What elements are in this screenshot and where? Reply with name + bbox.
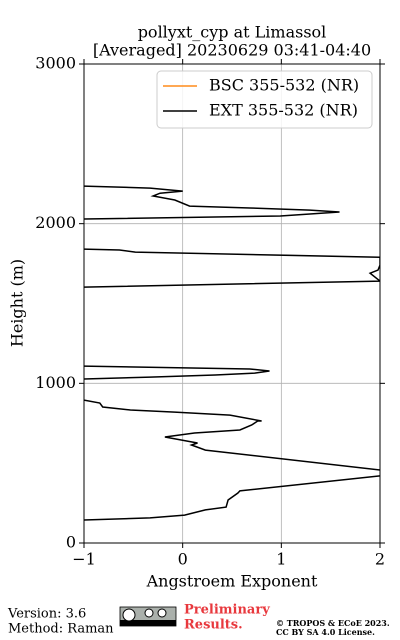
legend-box <box>156 70 373 129</box>
y-tick-label: 1000 <box>35 373 76 392</box>
method: Method: Raman <box>8 622 114 637</box>
y-tick-label: 2000 <box>35 213 76 232</box>
legend-label: EXT 355-532 (NR) <box>209 101 358 120</box>
x-axis-label: Angstroem Exponent <box>146 572 318 591</box>
y-tick-label: 0 <box>66 533 76 552</box>
x-tick-label: 2 <box>375 550 385 569</box>
series-line <box>84 185 380 521</box>
chart-title: pollyxt_cyp at Limassol <box>138 23 327 42</box>
legend-label: BSC 355-532 (NR) <box>209 76 359 95</box>
plot-frame <box>83 63 381 544</box>
preliminary-note: Results. <box>184 618 243 633</box>
copyright: © TROPOS & ECoE 2023. <box>276 618 390 628</box>
copyright: CC BY SA 4.0 License. <box>276 627 375 637</box>
y-tick-label: 3000 <box>35 54 76 73</box>
x-tick-label: −1 <box>72 550 96 569</box>
plot-lines <box>84 185 380 521</box>
chart-title: [Averaged] 20230629 03:41-04:40 <box>93 41 371 60</box>
cc-badge <box>119 606 177 627</box>
version: Version: 3.6 <box>7 607 86 622</box>
x-tick-label: 1 <box>276 550 286 569</box>
x-tick-label: 0 <box>178 550 188 569</box>
y-axis-label: Height (m) <box>8 259 27 347</box>
preliminary-note: Preliminary <box>184 603 270 618</box>
